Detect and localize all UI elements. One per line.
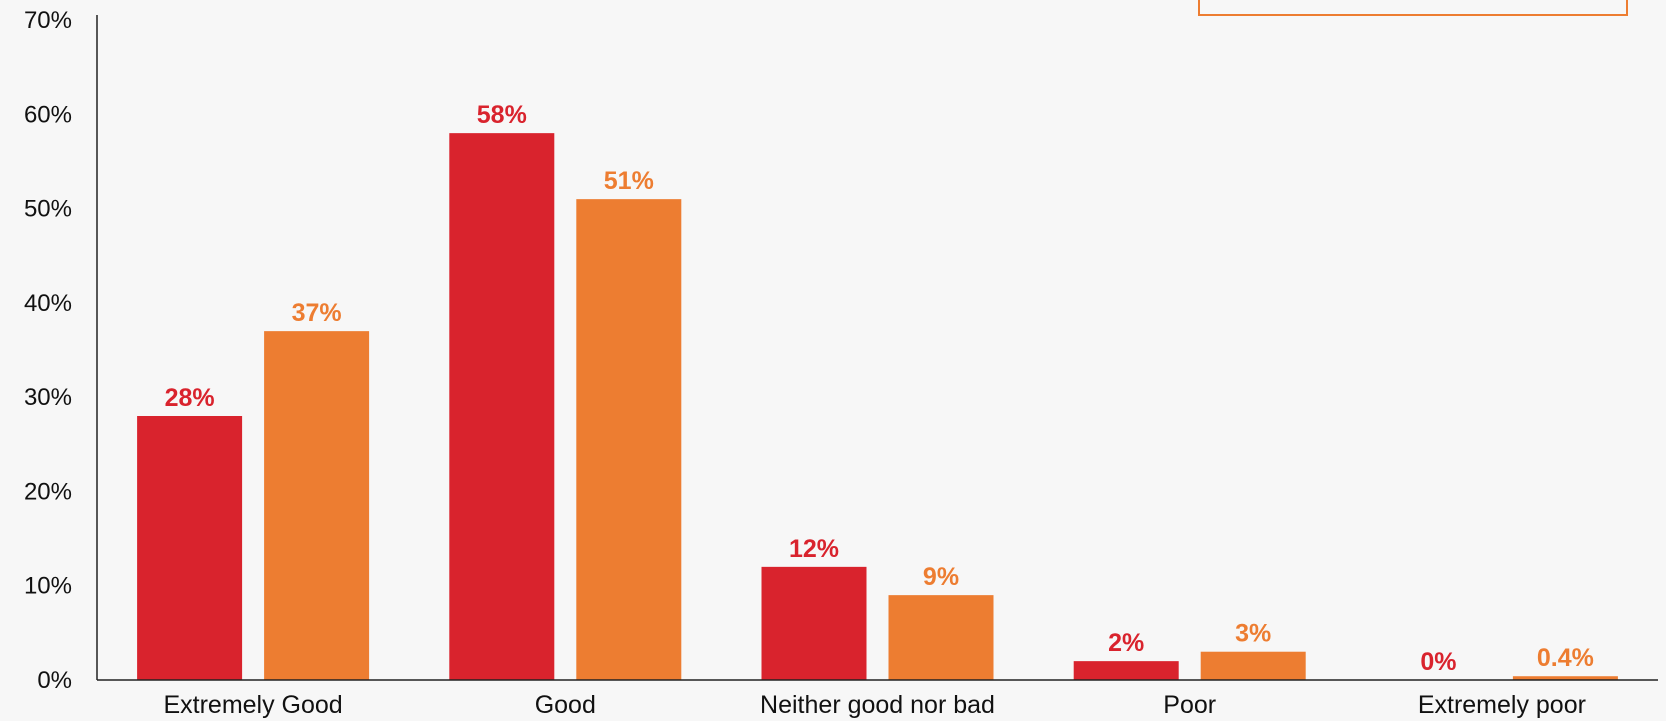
data-label: 0%	[1420, 648, 1456, 676]
callout-box: cover their needs	[1198, 0, 1628, 16]
category-label: Poor	[1163, 691, 1216, 719]
y-tick-label: 20%	[24, 478, 72, 505]
y-tick-label: 30%	[24, 384, 72, 411]
callout-text: cover their needs	[1200, 0, 1626, 10]
y-tick-label: 40%	[24, 290, 72, 317]
bar-2	[1512, 676, 1618, 680]
data-label: 3%	[1235, 620, 1271, 648]
y-tick-label: 50%	[24, 196, 72, 223]
bar-2	[264, 331, 370, 680]
bar-2	[576, 199, 682, 680]
data-label: 9%	[923, 563, 959, 591]
bar-2	[888, 595, 994, 680]
bar-1	[137, 416, 243, 680]
data-label: 12%	[789, 535, 839, 563]
y-tick-label: 10%	[24, 573, 72, 600]
data-label: 0.4%	[1537, 644, 1594, 672]
category-label: Good	[535, 691, 596, 719]
category-label: Neither good nor bad	[760, 691, 995, 719]
data-label: 28%	[165, 384, 215, 412]
y-tick-label: 60%	[24, 101, 72, 128]
data-label: 58%	[477, 101, 527, 129]
bar-1	[449, 133, 555, 681]
bar-2	[1200, 651, 1306, 680]
category-label: Extremely poor	[1418, 691, 1586, 719]
data-label: 51%	[604, 167, 654, 195]
bar-1	[1073, 661, 1179, 680]
data-label: 2%	[1108, 629, 1144, 657]
y-tick-label: 0%	[37, 667, 72, 694]
data-label: 37%	[292, 299, 342, 327]
y-tick-label: 70%	[24, 7, 72, 34]
category-label: Extremely Good	[163, 691, 342, 719]
bar-1	[761, 566, 867, 680]
